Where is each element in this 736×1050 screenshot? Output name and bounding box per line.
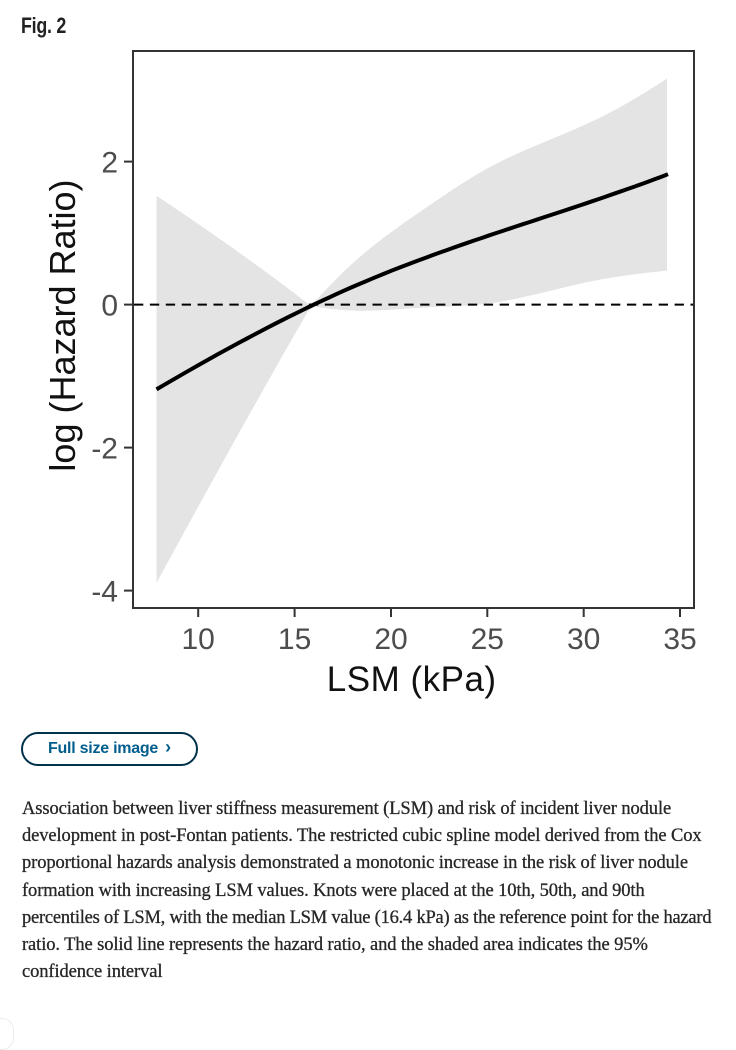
svg-text:log (Hazard Ratio): log (Hazard Ratio) [42, 179, 83, 471]
svg-text:0: 0 [101, 289, 118, 322]
svg-text:15: 15 [278, 623, 311, 656]
svg-text:20: 20 [374, 623, 407, 656]
svg-text:2: 2 [101, 146, 118, 179]
svg-text:25: 25 [471, 623, 504, 656]
svg-text:35: 35 [663, 623, 696, 656]
svg-text:30: 30 [567, 623, 600, 656]
svg-text:-2: -2 [91, 432, 118, 465]
svg-text:-4: -4 [91, 575, 118, 608]
svg-text:LSM (kPa): LSM (kPa) [327, 660, 497, 699]
svg-text:10: 10 [182, 623, 215, 656]
